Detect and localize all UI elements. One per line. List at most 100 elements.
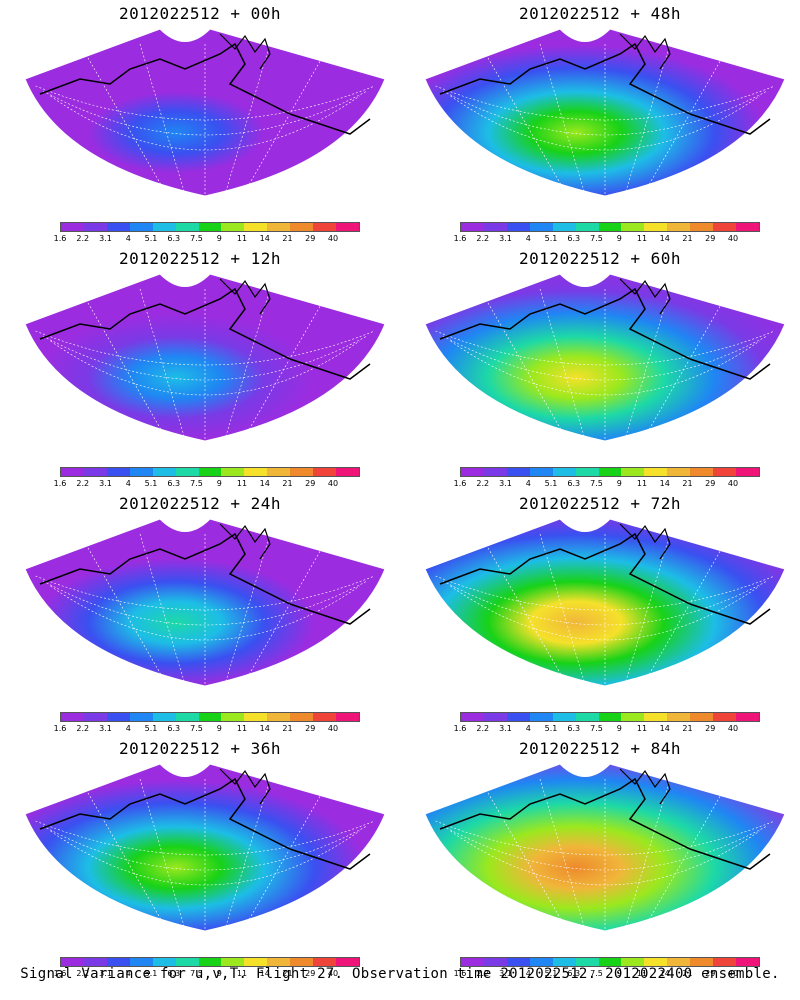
variance-map <box>424 28 786 197</box>
colorbar-swatch <box>336 223 359 231</box>
colorbar-swatch <box>621 713 645 721</box>
colorbar-label: 29 <box>305 234 316 243</box>
graticule-line <box>624 778 671 932</box>
graticule-line <box>50 830 360 886</box>
colorbar-label: 11 <box>636 724 648 733</box>
graticule-line <box>35 85 375 121</box>
colorbar-label: 29 <box>705 234 716 243</box>
colorbar-swatch <box>221 468 245 476</box>
colorbar-swatch <box>621 958 645 966</box>
colorbar-label: 9 <box>216 969 222 978</box>
colorbar-label: 4 <box>125 969 131 978</box>
colorbar-swatch <box>290 223 314 231</box>
coastline <box>619 33 671 70</box>
colorbar-label: 14 <box>659 479 670 488</box>
colorbar-swatch <box>690 223 714 231</box>
colorbar-swatch <box>713 958 737 966</box>
graticule-line <box>242 533 331 687</box>
colorbar-swatch <box>61 958 84 966</box>
colorbar-label: 29 <box>305 724 316 733</box>
colorbar-swatch <box>598 223 622 231</box>
coastline <box>39 777 371 870</box>
colorbar-label: 11 <box>236 479 248 488</box>
colorbar-swatch <box>506 958 530 966</box>
colorbar-swatch <box>690 713 714 721</box>
colorbar-swatch <box>152 223 176 231</box>
colorbar-label: 40 <box>727 969 739 978</box>
colorbar <box>60 222 360 232</box>
colorbar-swatch <box>267 713 291 721</box>
colorbar-label: 11 <box>236 724 248 733</box>
colorbar-label: 1.6 <box>53 234 67 243</box>
graticule-line <box>479 43 568 197</box>
colorbar-label: 40 <box>327 479 339 488</box>
colorbar-swatch <box>713 713 737 721</box>
graticule-line <box>479 533 568 687</box>
coastline <box>219 768 271 805</box>
colorbar-label: 21 <box>682 969 693 978</box>
colorbar-swatch <box>506 468 530 476</box>
colorbar-swatch <box>644 223 668 231</box>
panel-title: 2012022512 + 24h <box>118 494 282 513</box>
colorbar-swatch <box>575 223 599 231</box>
graticule-line <box>624 288 671 442</box>
colorbar-label: 21 <box>682 724 693 733</box>
colorbar-swatch <box>61 713 84 721</box>
colorbar-label: 21 <box>282 234 293 243</box>
colorbar-label: 6.3 <box>567 969 581 978</box>
colorbar-label: 2.2 <box>76 479 90 488</box>
colorbar-label: 40 <box>327 969 339 978</box>
colorbar-label: 5.1 <box>544 969 558 978</box>
colorbar-swatch <box>175 468 199 476</box>
panel-title: 2012022512 + 12h <box>118 249 282 268</box>
colorbar-label: 7.5 <box>590 234 603 243</box>
colorbar-label: 11 <box>636 234 648 243</box>
colorbar-label: 14 <box>259 234 270 243</box>
colorbar-swatch <box>267 223 291 231</box>
colorbar <box>460 957 760 967</box>
colorbar-label: 6.3 <box>567 724 581 733</box>
colorbar-labels: 1.6 2.2 3.1 4 5.1 6.3 7.5 9 11 14 21 29 40 <box>50 479 370 489</box>
colorbar-swatch <box>336 958 359 966</box>
graticule-line <box>50 340 360 396</box>
colorbar-label: 5.1 <box>144 724 158 733</box>
colorbar-swatch <box>106 223 130 231</box>
variance-map <box>24 273 386 442</box>
graticule-line <box>450 340 760 396</box>
colorbar <box>60 467 360 477</box>
colorbar-label: 3.1 <box>499 234 512 243</box>
colorbar-swatch <box>736 223 759 231</box>
graticule-line <box>479 778 568 932</box>
colorbar-label: 3.1 <box>499 969 512 978</box>
graticule-line <box>435 820 775 856</box>
graticule-line <box>42 335 368 381</box>
colorbar-swatch <box>221 223 245 231</box>
colorbar-label: 6.3 <box>167 479 181 488</box>
colorbar-label: 2.2 <box>76 969 90 978</box>
graticule-line <box>624 533 671 687</box>
coastline <box>619 768 671 805</box>
colorbar-label: 29 <box>705 969 716 978</box>
colorbar-swatch <box>244 223 268 231</box>
colorbar-swatch <box>152 713 176 721</box>
colorbar-label: 4 <box>125 724 131 733</box>
graticule-line <box>242 43 331 197</box>
colorbar-swatch <box>129 713 153 721</box>
colorbar-label: 21 <box>282 724 293 733</box>
colorbar-label: 21 <box>282 969 293 978</box>
colorbar-swatch <box>221 958 245 966</box>
colorbar-label: 40 <box>727 724 739 733</box>
colorbar-swatch <box>644 958 668 966</box>
forecast-panel: 2012022512 + 24h 1.6 2.2 3.1 4 5.1 6.3 7.5 9 11 14… <box>0 490 400 733</box>
colorbar-label: 2.2 <box>76 724 90 733</box>
colorbar-label: 7.5 <box>590 479 603 488</box>
colorbar-swatch <box>313 713 337 721</box>
colorbar-swatch <box>83 958 107 966</box>
colorbar-swatch <box>244 713 268 721</box>
colorbar-swatch <box>198 958 222 966</box>
colorbar-swatch <box>690 958 714 966</box>
forecast-panel: 2012022512 + 84h 1.6 2.2 3.1 4 5.1 6.3 7.5 9 11 14… <box>400 735 800 978</box>
coastline <box>439 287 771 380</box>
colorbar-label: 14 <box>659 969 670 978</box>
colorbar-label: 9 <box>616 969 622 978</box>
